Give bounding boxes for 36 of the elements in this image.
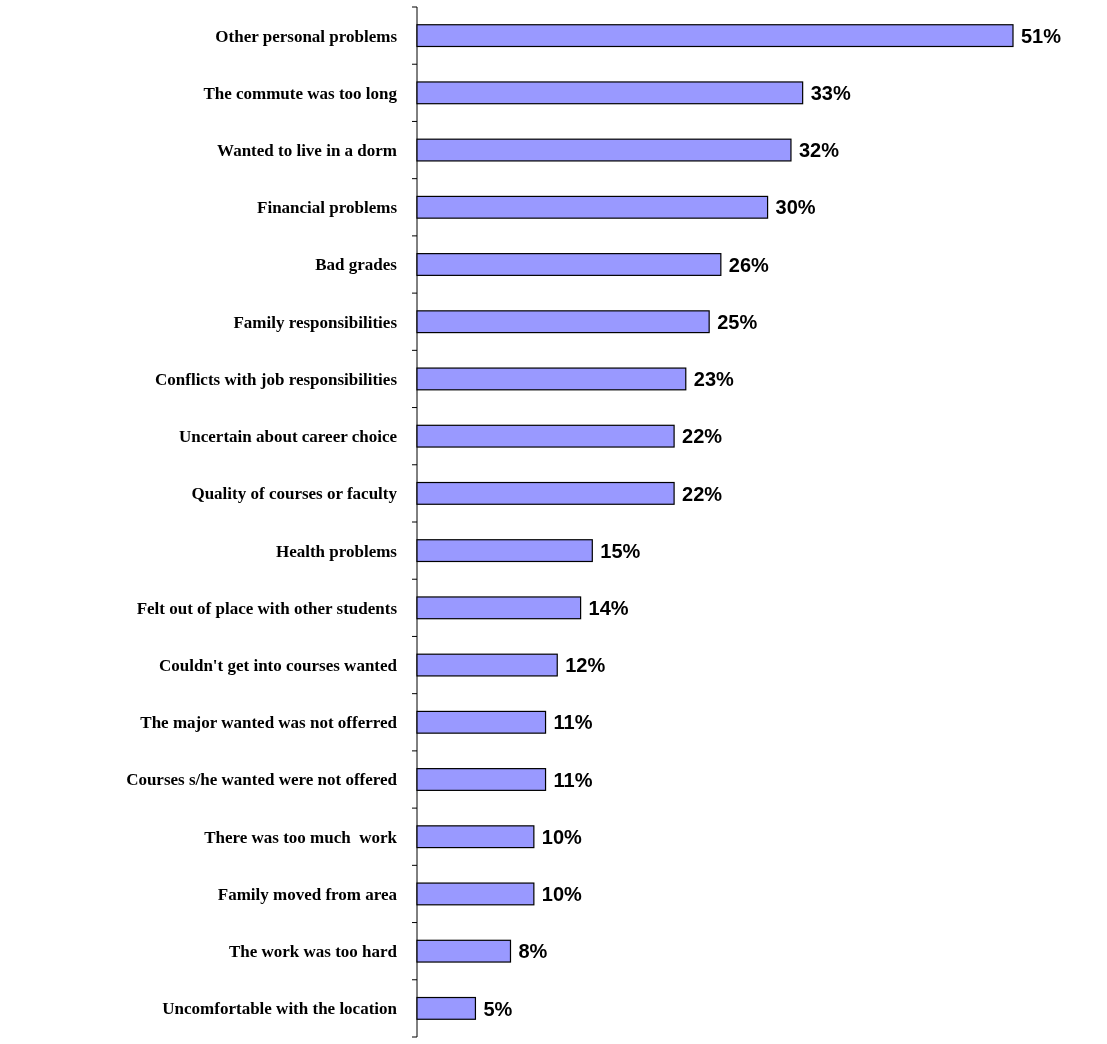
y-tick-label: The major wanted was not offerred	[140, 713, 398, 733]
data-label: 14%	[588, 597, 629, 620]
data-label: 51%	[1021, 24, 1062, 47]
data-label: 23%	[693, 368, 735, 391]
data-label: 30%	[775, 196, 816, 219]
data-label: 33%	[810, 82, 851, 105]
y-tick-label: The commute was too long	[203, 83, 398, 103]
y-tick-label: Courses s/he wanted were not offered	[126, 770, 398, 790]
y-tick-label: Wanted to live in a dorm	[217, 141, 397, 161]
data-label: 10%	[541, 883, 583, 906]
data-label: 22%	[682, 425, 723, 448]
y-tick-label: Quality of courses or faculty	[191, 484, 398, 504]
data-label: 5%	[483, 997, 513, 1020]
data-label: 26%	[728, 253, 770, 276]
y-tick-label: Family moved from area	[217, 884, 398, 904]
data-label: 11%	[553, 711, 593, 734]
data-label: 25%	[717, 310, 758, 333]
data-label: 15%	[600, 539, 641, 562]
y-tick-label: Financial problems	[257, 198, 398, 218]
y-tick-label: Felt out of place with other students	[136, 598, 398, 618]
y-tick-label: There was too much work	[204, 827, 398, 847]
y-tick-label: Uncertain about career choice	[179, 427, 398, 447]
data-label: 32%	[798, 139, 840, 162]
y-tick-label: Family responsibilities	[233, 312, 398, 332]
y-tick-label: Conflicts with job responsibilities	[155, 369, 398, 389]
data-label: 11%	[553, 768, 593, 791]
y-tick-label: Bad grades	[315, 255, 398, 275]
data-label: 12%	[565, 654, 606, 677]
y-tick-label: Uncomfortable with the location	[162, 999, 398, 1019]
data-label: 8%	[518, 940, 548, 963]
y-tick-label: Other personal problems	[215, 26, 398, 46]
y-tick-label: The work was too hard	[228, 942, 398, 962]
y-tick-label: Couldn't get into courses wanted	[158, 656, 398, 676]
data-label: 10%	[541, 825, 583, 848]
data-label: 22%	[682, 482, 723, 505]
y-tick-label: Health problems	[275, 541, 398, 561]
